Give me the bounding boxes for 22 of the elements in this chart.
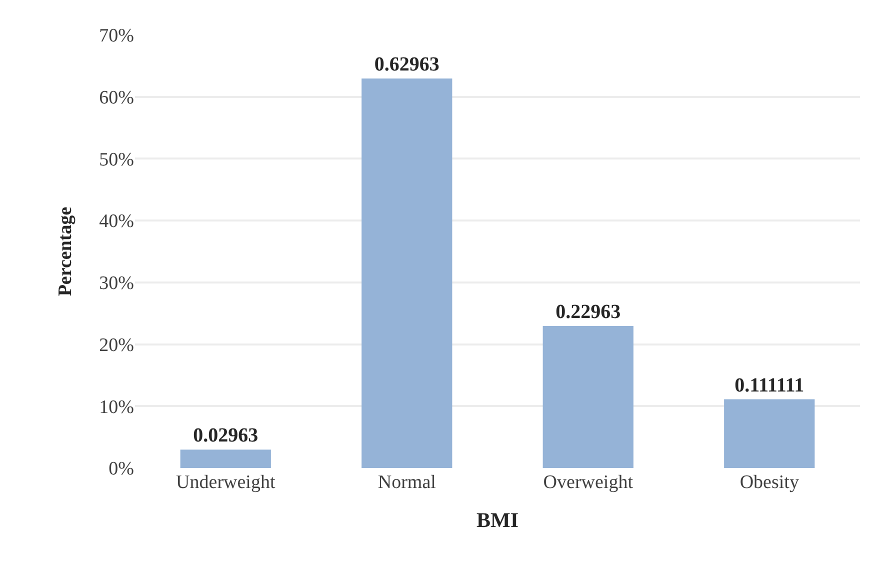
bar [362,78,452,468]
y-tick-label: 70% [99,26,134,47]
y-tick-label: 20% [99,334,134,356]
x-tick-label: Underweight [176,472,276,493]
y-axis-title: Percentage [55,206,76,296]
data-label: 0.62963 [374,54,440,76]
y-tick-label: 30% [99,273,134,294]
data-label: 0.22963 [556,300,621,323]
x-tick-label: Normal [378,472,436,493]
y-tick-label: 60% [99,88,134,109]
y-tick-label: 50% [99,149,134,170]
data-label: 0.111111 [734,374,804,396]
y-tick-label: 40% [99,211,134,232]
y-tick-label: 10% [99,396,134,418]
bar [542,326,634,468]
x-tick-label: Overweight [543,472,634,493]
x-axis-title: BMI [476,508,518,532]
bar [180,450,271,468]
data-label: 0.02963 [193,424,258,447]
x-tick-label: Obesity [740,472,800,493]
bar [724,399,815,468]
y-tick-label: 0% [108,458,134,480]
